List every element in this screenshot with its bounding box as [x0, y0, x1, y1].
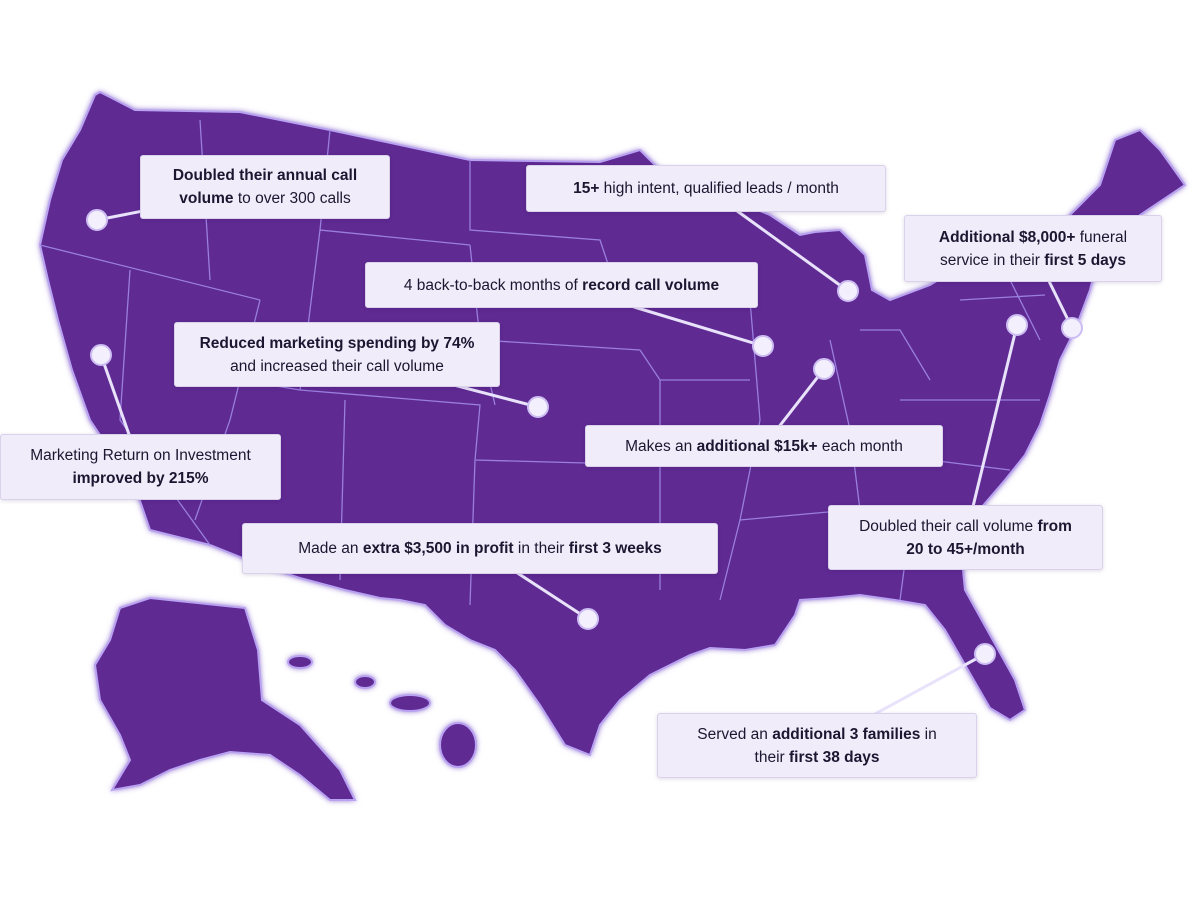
contiguous-us: [38, 90, 1187, 757]
callout-line: 20 to 45+/month: [837, 538, 1094, 561]
callout-text: Marketing Return on Investment: [30, 447, 251, 464]
callout-emphasis: first 38 days: [789, 748, 880, 766]
marker: [86, 209, 108, 231]
callout-text: funeral: [1075, 228, 1128, 246]
callout-line: Doubled their annual call: [149, 164, 381, 187]
callout-text: Doubled their call volume: [859, 517, 1038, 535]
callout-text: and increased their call volume: [230, 357, 444, 375]
callout-line: volume to over 300 calls: [149, 187, 381, 210]
callout-text: their: [754, 748, 789, 766]
callout-text: in: [920, 725, 937, 743]
hawaii: [354, 675, 376, 689]
marker: [974, 643, 996, 665]
marker: [577, 608, 599, 630]
callout-line: Additional $8,000+ funeral: [913, 226, 1153, 249]
callout-line: 15+ high intent, qualified leads / month: [535, 177, 877, 200]
callout-line: and increased their call volume: [183, 355, 491, 378]
callout-emphasis: 15+: [573, 180, 600, 197]
callout-text: Served an: [697, 725, 773, 743]
callout: Additional $8,000+ funeral service in the…: [904, 215, 1162, 282]
hawaii: [389, 694, 431, 712]
callout-text: in their: [513, 540, 569, 557]
callout: Doubled their annual call volume to over …: [140, 155, 390, 219]
hawaii: [287, 655, 313, 669]
callout-line: 4 back-to-back months of record call vol…: [374, 274, 749, 297]
callout-emphasis: from: [1037, 517, 1072, 535]
callout-line: improved by 215%: [9, 467, 272, 490]
callout-emphasis: first 5 days: [1044, 251, 1127, 269]
callout-text: service in their: [939, 251, 1045, 269]
callout-emphasis: Reduced marketing spending by 74%: [199, 334, 475, 352]
callout-emphasis: improved by 215%: [72, 470, 209, 487]
callout: Marketing Return on Investment improved b…: [0, 434, 281, 500]
callout-line: Reduced marketing spending by 74%: [183, 332, 491, 355]
callout-emphasis: first 3 weeks: [568, 540, 662, 557]
callout-emphasis: volume: [179, 190, 234, 207]
callout-line: their first 38 days: [666, 746, 968, 769]
callout-line: Makes an additional $15k+ each month: [594, 435, 934, 458]
marker: [813, 358, 835, 380]
callout-emphasis: additional 3 families: [772, 725, 921, 743]
callout-text: 4 back-to-back months of: [403, 276, 583, 294]
callout-line: Served an additional 3 families in: [666, 723, 968, 746]
callout: Doubled their call volume from 20 to 45+/…: [828, 505, 1103, 570]
marker: [1061, 317, 1083, 339]
callout-emphasis: additional $15k+: [696, 437, 818, 455]
callout-line: Doubled their call volume from: [837, 515, 1094, 538]
callout-emphasis: Additional $8,000+: [938, 228, 1076, 246]
callout-emphasis: record call volume: [582, 276, 720, 294]
callout: 4 back-to-back months of record call vol…: [365, 262, 758, 308]
callout-emphasis: 20 to 45+/month: [906, 540, 1025, 558]
callout-emphasis: extra $3,500 in profit: [362, 540, 514, 557]
land: [38, 90, 1187, 801]
hawaii: [439, 722, 477, 768]
callout: Made an extra $3,500 in profit in their …: [242, 523, 718, 574]
callout: Makes an additional $15k+ each month: [585, 425, 943, 467]
callout: 15+ high intent, qualified leads / month: [526, 165, 886, 212]
callout: Served an additional 3 families in their …: [657, 713, 977, 778]
callout-line: Made an extra $3,500 in profit in their …: [251, 537, 709, 560]
callout-text: each month: [817, 437, 903, 455]
callout-text: Made an: [298, 540, 363, 557]
marker: [1006, 314, 1028, 336]
callout-emphasis: Doubled their annual call: [172, 167, 358, 184]
callout-text: to over 300 calls: [233, 190, 351, 207]
callout-line: Marketing Return on Investment: [9, 444, 272, 467]
callout-text: Makes an: [625, 437, 697, 455]
callout: Reduced marketing spending by 74% and inc…: [174, 322, 500, 387]
callout-text: high intent, qualified leads / month: [599, 180, 839, 197]
marker: [837, 280, 859, 302]
marker: [90, 344, 112, 366]
alaska: [93, 596, 357, 801]
connector: [964, 324, 1019, 538]
marker: [527, 396, 549, 418]
marker: [752, 335, 774, 357]
callout-line: service in their first 5 days: [913, 249, 1153, 272]
